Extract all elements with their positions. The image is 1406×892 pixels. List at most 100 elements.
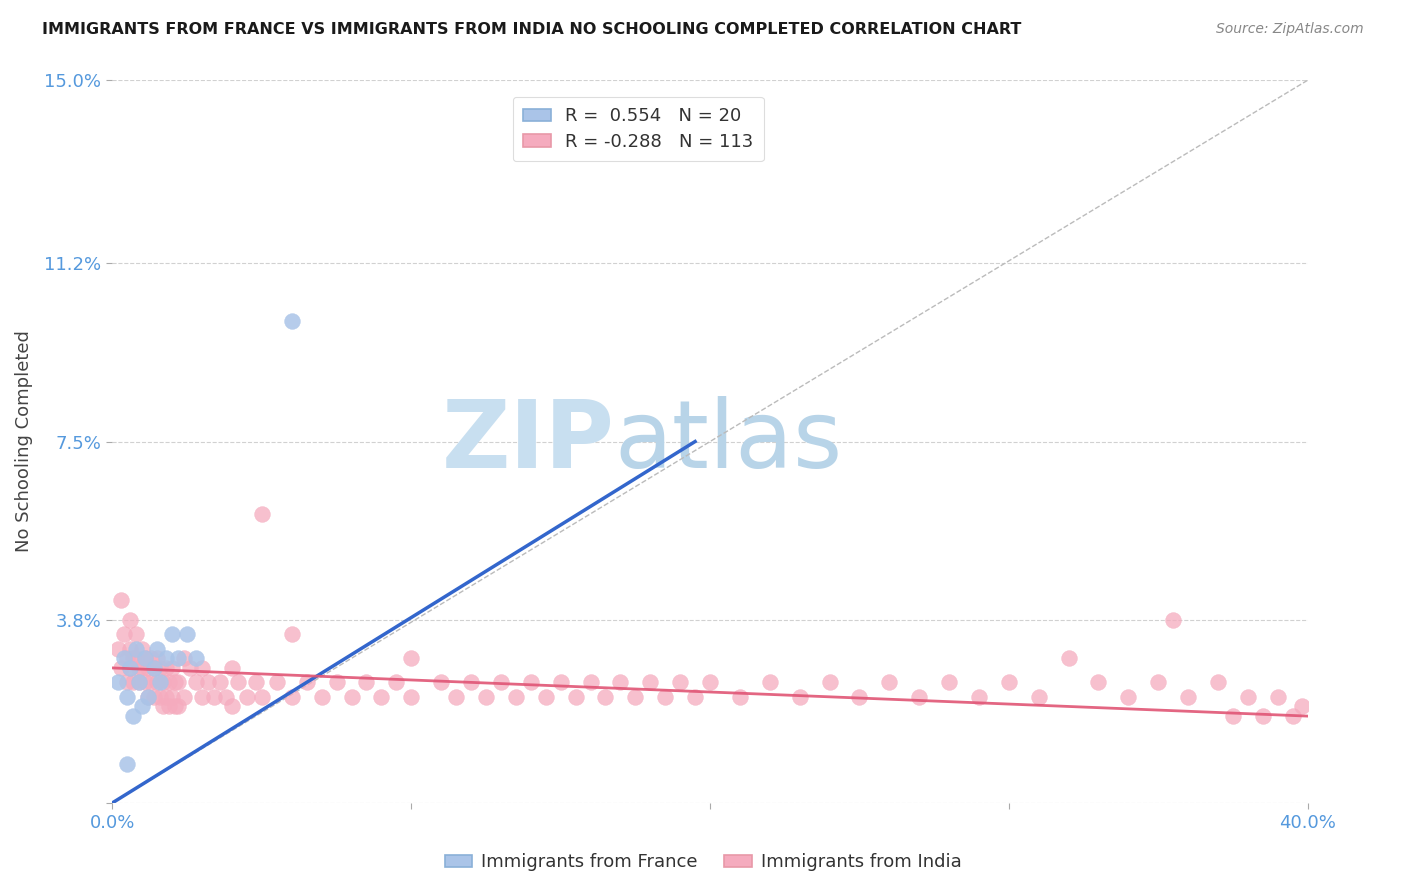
Point <box>179 661 201 675</box>
Point <box>128 675 150 690</box>
Point <box>908 690 931 704</box>
Point <box>245 675 267 690</box>
Point <box>146 651 169 665</box>
Point <box>146 641 169 656</box>
Point <box>146 675 169 690</box>
Point <box>117 675 139 690</box>
Point <box>325 675 347 690</box>
Point <box>1028 690 1050 704</box>
Point <box>122 675 145 690</box>
Point <box>250 690 273 704</box>
Point <box>165 699 187 714</box>
Point <box>640 675 662 690</box>
Text: IMMIGRANTS FROM FRANCE VS IMMIGRANTS FROM INDIA NO SCHOOLING COMPLETED CORRELATI: IMMIGRANTS FROM FRANCE VS IMMIGRANTS FRO… <box>42 22 1022 37</box>
Point <box>117 690 139 704</box>
Point <box>460 675 482 690</box>
Point <box>669 675 692 690</box>
Point <box>155 690 177 704</box>
Point <box>356 675 378 690</box>
Point <box>444 690 467 704</box>
Point <box>266 675 288 690</box>
Point <box>138 690 160 704</box>
Text: atlas: atlas <box>614 395 842 488</box>
Point <box>609 675 631 690</box>
Point <box>848 690 870 704</box>
Point <box>370 690 392 704</box>
Point <box>128 675 150 690</box>
Point <box>173 690 195 704</box>
Point <box>1057 651 1080 665</box>
Point <box>134 651 156 665</box>
Point <box>759 675 782 690</box>
Point <box>125 641 148 656</box>
Point <box>236 690 259 704</box>
Point <box>122 709 145 723</box>
Point <box>1267 690 1289 704</box>
Text: Source: ZipAtlas.com: Source: ZipAtlas.com <box>1216 22 1364 37</box>
Point <box>789 690 811 704</box>
Point <box>157 675 180 690</box>
Point <box>221 699 243 714</box>
Point <box>141 651 163 665</box>
Point <box>134 651 156 665</box>
Point <box>401 651 423 665</box>
Point <box>281 690 304 704</box>
Point <box>107 641 129 656</box>
Point <box>430 675 453 690</box>
Point <box>143 661 166 675</box>
Point <box>202 690 225 704</box>
Point <box>654 690 676 704</box>
Point <box>149 690 172 704</box>
Point <box>595 690 617 704</box>
Point <box>110 661 132 675</box>
Point <box>1281 709 1303 723</box>
Y-axis label: No Schooling Completed: No Schooling Completed <box>15 331 34 552</box>
Point <box>1118 690 1140 704</box>
Point <box>564 690 586 704</box>
Point <box>818 675 841 690</box>
Point <box>340 690 363 704</box>
Point <box>624 690 647 704</box>
Point <box>131 699 153 714</box>
Point <box>534 690 557 704</box>
Point <box>1222 709 1244 723</box>
Point <box>155 651 177 665</box>
Point <box>728 690 751 704</box>
Point <box>162 661 183 675</box>
Point <box>550 675 572 690</box>
Point <box>131 641 153 656</box>
Point <box>120 641 142 656</box>
Point <box>122 651 145 665</box>
Point <box>120 661 142 675</box>
Point <box>162 690 183 704</box>
Point <box>138 661 160 675</box>
Point <box>295 675 318 690</box>
Point <box>149 675 172 690</box>
Point <box>157 699 180 714</box>
Point <box>167 675 190 690</box>
Point <box>186 675 208 690</box>
Point <box>117 651 139 665</box>
Legend: Immigrants from France, Immigrants from India: Immigrants from France, Immigrants from … <box>437 847 969 879</box>
Point <box>579 675 602 690</box>
Point <box>173 651 195 665</box>
Point <box>134 675 156 690</box>
Point <box>250 507 273 521</box>
Point <box>1251 709 1274 723</box>
Point <box>209 675 232 690</box>
Point <box>311 690 333 704</box>
Point <box>489 675 512 690</box>
Point <box>176 627 198 641</box>
Point <box>152 699 174 714</box>
Point <box>120 613 142 627</box>
Point <box>281 627 304 641</box>
Point <box>683 690 706 704</box>
Point <box>152 675 174 690</box>
Point <box>165 675 187 690</box>
Point <box>879 675 901 690</box>
Point <box>162 627 183 641</box>
Point <box>191 661 214 675</box>
Point <box>1206 675 1229 690</box>
Point <box>143 690 166 704</box>
Point <box>138 690 160 704</box>
